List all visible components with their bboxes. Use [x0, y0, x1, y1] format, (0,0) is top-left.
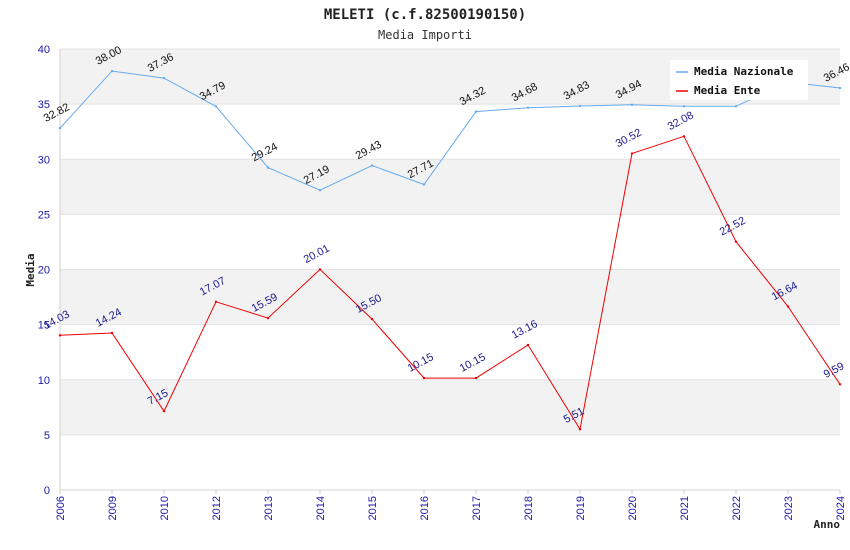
data-point [110, 331, 114, 335]
grid-bands [60, 48, 840, 491]
data-point [58, 126, 62, 130]
grid-band [60, 159, 840, 215]
data-point [422, 183, 426, 186]
data-point [370, 164, 374, 167]
y-tick-label: 5 [44, 430, 50, 442]
data-point [162, 76, 166, 80]
x-tick-label: 2023 [783, 496, 795, 520]
series-line-media-nazionale [59, 70, 841, 191]
data-point [266, 166, 270, 169]
data-point [578, 428, 582, 431]
data-point [734, 240, 738, 243]
data-point [266, 316, 270, 320]
y-tick-label: 30 [38, 154, 50, 166]
x-tick-label: 2015 [367, 496, 379, 520]
y-axis-ticks: 0 5 10 15 20 25 30 35 40 [38, 44, 50, 497]
data-point [734, 105, 738, 108]
data-point [526, 343, 530, 347]
y-tick-label: 20 [38, 265, 50, 277]
y-tick-label: 10 [38, 375, 50, 387]
series-line-media-ente [59, 135, 841, 431]
grid-band [60, 379, 840, 435]
data-label: 10.15 [406, 351, 436, 375]
chart-title: MELETI (c.f.82500190150) [324, 7, 526, 23]
data-point [786, 305, 790, 308]
data-point [110, 69, 114, 73]
x-tick-label: 2024 [835, 496, 847, 520]
x-tick-label: 2019 [575, 496, 587, 520]
data-label: 32.08 [666, 109, 696, 133]
data-point [370, 317, 374, 321]
data-point [58, 334, 62, 337]
data-point [318, 268, 322, 271]
grid-band [60, 269, 840, 325]
data-label: 30.52 [614, 127, 644, 151]
data-point [318, 189, 322, 192]
data-label: 10.15 [458, 351, 488, 375]
y-tick-label: 15 [38, 320, 50, 332]
data-point [682, 135, 686, 138]
y-tick-label: 25 [38, 209, 50, 221]
x-tick-label: 2006 [55, 496, 67, 520]
x-tick-label: 2021 [679, 496, 691, 520]
data-point [214, 300, 218, 304]
data-point [474, 110, 478, 113]
data-point [474, 376, 478, 380]
axes [59, 49, 840, 491]
x-tick-label: 2020 [627, 496, 639, 520]
x-tick-label: 2017 [471, 496, 483, 520]
x-tick-label: 2009 [107, 496, 119, 520]
legend: Media Nazionale Media Ente [670, 60, 808, 100]
data-point [578, 104, 582, 108]
x-tick-label: 2012 [211, 496, 223, 520]
data-label: 14.03 [42, 308, 72, 332]
data-point [630, 152, 634, 155]
data-point [838, 86, 842, 90]
data-point [630, 103, 634, 106]
data-point [838, 383, 842, 386]
x-tick-label: 2010 [159, 496, 171, 520]
x-tick-label: 2016 [419, 496, 431, 520]
legend-label-media-nazionale: Media Nazionale [694, 65, 794, 78]
x-tick-label: 2013 [263, 496, 275, 520]
x-tick-label: 2014 [315, 496, 327, 520]
x-tick-label: 2022 [731, 496, 743, 520]
y-axis-label: Media [24, 253, 37, 286]
legend-label-media-ente: Media Ente [694, 84, 761, 97]
data-point [682, 105, 686, 108]
x-axis-label: Anno [814, 518, 841, 531]
x-tick-label: 2018 [523, 496, 535, 520]
data-label: 29.43 [354, 139, 384, 163]
x-axis-ticks: 2006 2009 2010 2012 2013 2014 2015 2016 2017 2018… [55, 490, 847, 520]
data-point [422, 376, 426, 380]
legend-box [670, 60, 808, 100]
chart-subtitle: Media Importi [378, 28, 472, 42]
data-point [526, 106, 530, 109]
y-tick-label: 0 [44, 485, 50, 497]
data-point [162, 409, 166, 413]
data-point [214, 105, 218, 108]
y-tick-label: 35 [38, 99, 50, 111]
series-group [58, 69, 842, 431]
data-label: 20.01 [302, 243, 332, 267]
y-tick-label: 40 [38, 44, 50, 56]
